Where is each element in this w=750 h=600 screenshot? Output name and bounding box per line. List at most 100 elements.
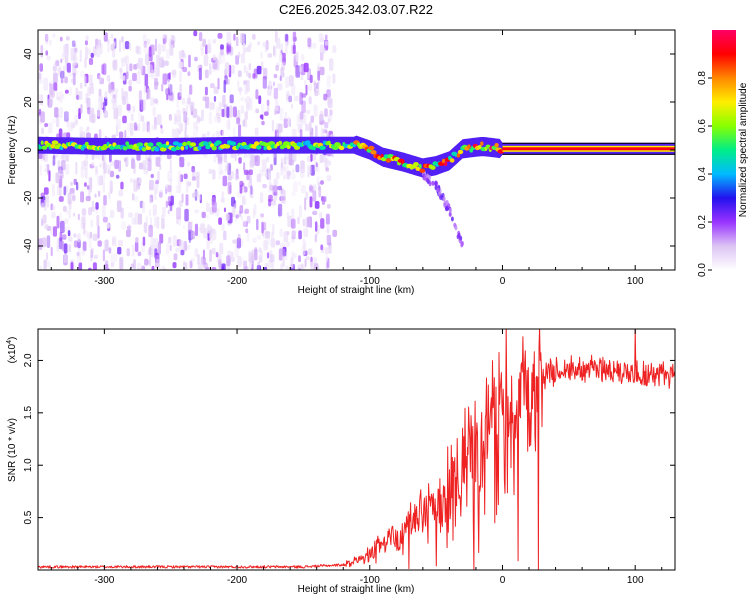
noise-speckle [153, 98, 158, 104]
noise-speckle [224, 107, 227, 119]
noise-speckle [203, 54, 209, 67]
noise-speckle [273, 46, 276, 56]
noise-speckle [81, 160, 86, 170]
noise-speckle [259, 192, 264, 204]
noise-speckle [314, 90, 319, 97]
noise-speckle [159, 189, 163, 199]
noise-speckle [255, 89, 259, 100]
noise-speckle [257, 41, 261, 46]
noise-speckle [178, 71, 182, 83]
spectrogram-y-axis: -40 -20 0 20 40 [23, 48, 675, 253]
noise-speckle [329, 58, 334, 71]
noise-speckle [285, 241, 290, 247]
noise-speckle [302, 218, 306, 227]
noise-speckle [305, 109, 311, 114]
noise-speckle [321, 197, 325, 205]
noise-speckle [60, 70, 65, 79]
noise-speckle [41, 237, 47, 248]
noise-speckle [332, 73, 336, 84]
noise-speckle [305, 191, 309, 200]
noise-speckle [154, 216, 158, 228]
noise-speckle [281, 196, 286, 204]
noise-speckle [51, 211, 56, 219]
ridge-blob [165, 141, 170, 146]
noise-speckle [94, 153, 99, 159]
colorbar-gradient [712, 30, 736, 270]
noise-speckle [126, 71, 129, 80]
noise-speckle [280, 66, 284, 78]
noise-speckle [283, 175, 286, 180]
noise-speckle [326, 89, 331, 98]
ridge-blob [147, 142, 154, 147]
noise-speckle [260, 51, 263, 59]
ridge-blob [441, 158, 446, 164]
noise-speckle [257, 261, 261, 270]
noise-speckle [261, 120, 265, 126]
ridge-blob [203, 141, 209, 146]
noise-speckle [132, 105, 136, 113]
noise-speckle [112, 236, 117, 247]
noise-speckle [97, 225, 100, 239]
noise-speckle [58, 196, 64, 202]
noise-speckle [94, 193, 97, 198]
noise-speckle [277, 203, 283, 217]
noise-speckle [84, 229, 88, 237]
noise-speckle [174, 113, 177, 119]
noise-speckle [326, 228, 330, 234]
noise-speckle [166, 48, 170, 60]
noise-speckle [285, 251, 288, 261]
noise-speckle [262, 183, 267, 189]
noise-speckle [161, 83, 164, 92]
noise-speckle [41, 127, 44, 135]
noise-speckle [167, 171, 173, 182]
noise-speckle [141, 115, 145, 122]
noise-speckle [90, 247, 94, 256]
noise-speckle [244, 82, 248, 95]
noise-speckle [276, 172, 280, 179]
noise-speckle [135, 237, 139, 244]
noise-speckle [67, 192, 72, 205]
noise-speckle [171, 128, 176, 139]
noise-speckle [220, 44, 224, 50]
noise-speckle [218, 174, 221, 180]
noise-speckle [65, 226, 70, 232]
noise-speckle [254, 247, 258, 257]
noise-speckle [74, 47, 78, 53]
noise-speckle [211, 247, 216, 255]
noise-speckle [46, 200, 50, 208]
noise-speckle [319, 110, 324, 122]
noise-speckle [160, 128, 164, 134]
noise-speckle [137, 213, 143, 225]
noise-speckle [99, 77, 104, 85]
noise-speckle [307, 216, 312, 228]
noise-speckle [155, 258, 160, 267]
noise-speckle [206, 214, 209, 220]
noise-speckle [167, 185, 172, 193]
noise-speckle [161, 214, 164, 224]
noise-speckle [225, 213, 230, 221]
noise-speckle [212, 63, 216, 73]
noise-speckle [172, 235, 177, 247]
noise-speckle [161, 44, 166, 52]
noise-speckle [237, 70, 242, 78]
noise-speckle [170, 34, 174, 42]
noise-speckle [102, 216, 108, 223]
noise-speckle [74, 114, 78, 127]
noise-speckle [77, 213, 80, 221]
noise-speckle [72, 62, 76, 69]
noise-speckle [145, 53, 150, 65]
noise-speckle [83, 160, 88, 167]
noise-speckle [108, 247, 112, 254]
noise-speckle [301, 93, 307, 98]
noise-speckle [128, 85, 132, 92]
noise-speckle [104, 96, 108, 106]
noise-speckle [243, 64, 246, 74]
x-tick-label: -100 [360, 276, 380, 287]
ridge-blob [430, 165, 436, 170]
noise-speckle [283, 118, 288, 129]
noise-speckle [141, 265, 146, 270]
noise-speckle [262, 221, 267, 231]
ridge-blob [205, 144, 211, 150]
noise-speckle [70, 78, 73, 83]
noise-speckle [281, 162, 284, 169]
